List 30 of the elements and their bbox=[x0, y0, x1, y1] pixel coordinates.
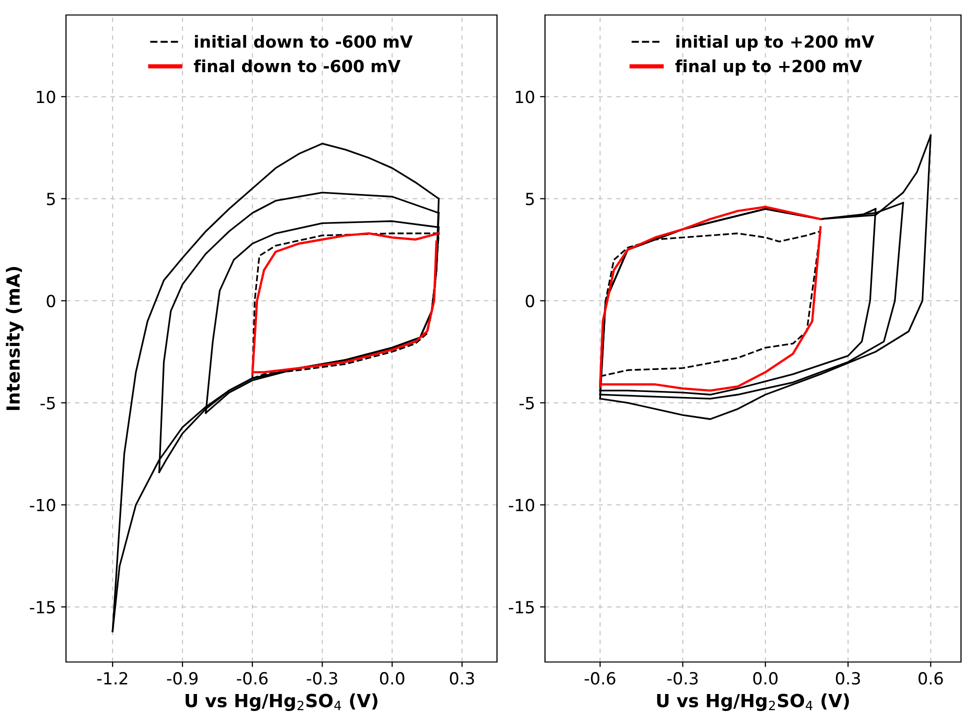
x-tick-label: 0.0 bbox=[753, 672, 778, 685]
y-tick-label: -15 bbox=[30, 601, 55, 614]
x-tick-label: 0.3 bbox=[836, 672, 860, 685]
x-tick-label: -0.6 bbox=[236, 672, 268, 685]
y-tick-label: -10 bbox=[30, 498, 56, 512]
x-tick-label: -0.6 bbox=[584, 672, 616, 685]
legend-label: final up to +200 mV bbox=[675, 59, 862, 76]
legend-label: final down to -600 mV bbox=[194, 59, 401, 72]
x-tick-label: -0.3 bbox=[306, 672, 338, 685]
x-tick-label: 0.0 bbox=[380, 672, 404, 685]
y-tick-label: 0 bbox=[46, 294, 56, 308]
x-tick-label: -1.2 bbox=[97, 672, 128, 684]
legend-label: initial up to +200 mV bbox=[676, 35, 874, 52]
x-axis-title: U vs Hg/Hg$_{2}$SO$_{4}$ (V) bbox=[186, 693, 378, 712]
y-tick-label: 0 bbox=[526, 294, 534, 308]
x-tick-label: -0.3 bbox=[667, 672, 698, 685]
x-axis-title: U vs Hg/Hg$_{2}$SO$_{4}$ (V) bbox=[657, 693, 849, 712]
y-tick-label: 10 bbox=[36, 90, 56, 104]
y-tick-label: -15 bbox=[508, 601, 534, 614]
y-tick-label: -5 bbox=[40, 396, 55, 410]
y-tick-label: 10 bbox=[516, 90, 534, 104]
y-tick-label: -5 bbox=[519, 396, 534, 410]
x-tick-label: -0.9 bbox=[167, 672, 198, 685]
x-tick-label: 0.3 bbox=[450, 672, 474, 685]
x-tick-label: 0.6 bbox=[918, 672, 943, 685]
y-tick-label: 5 bbox=[526, 192, 534, 206]
legend-label: initial down to -600 mV bbox=[194, 35, 413, 48]
y-tick-label: -10 bbox=[508, 498, 534, 512]
y-tick-label: 5 bbox=[46, 192, 55, 206]
y-axis-title: Intensity (mA) bbox=[6, 266, 24, 410]
